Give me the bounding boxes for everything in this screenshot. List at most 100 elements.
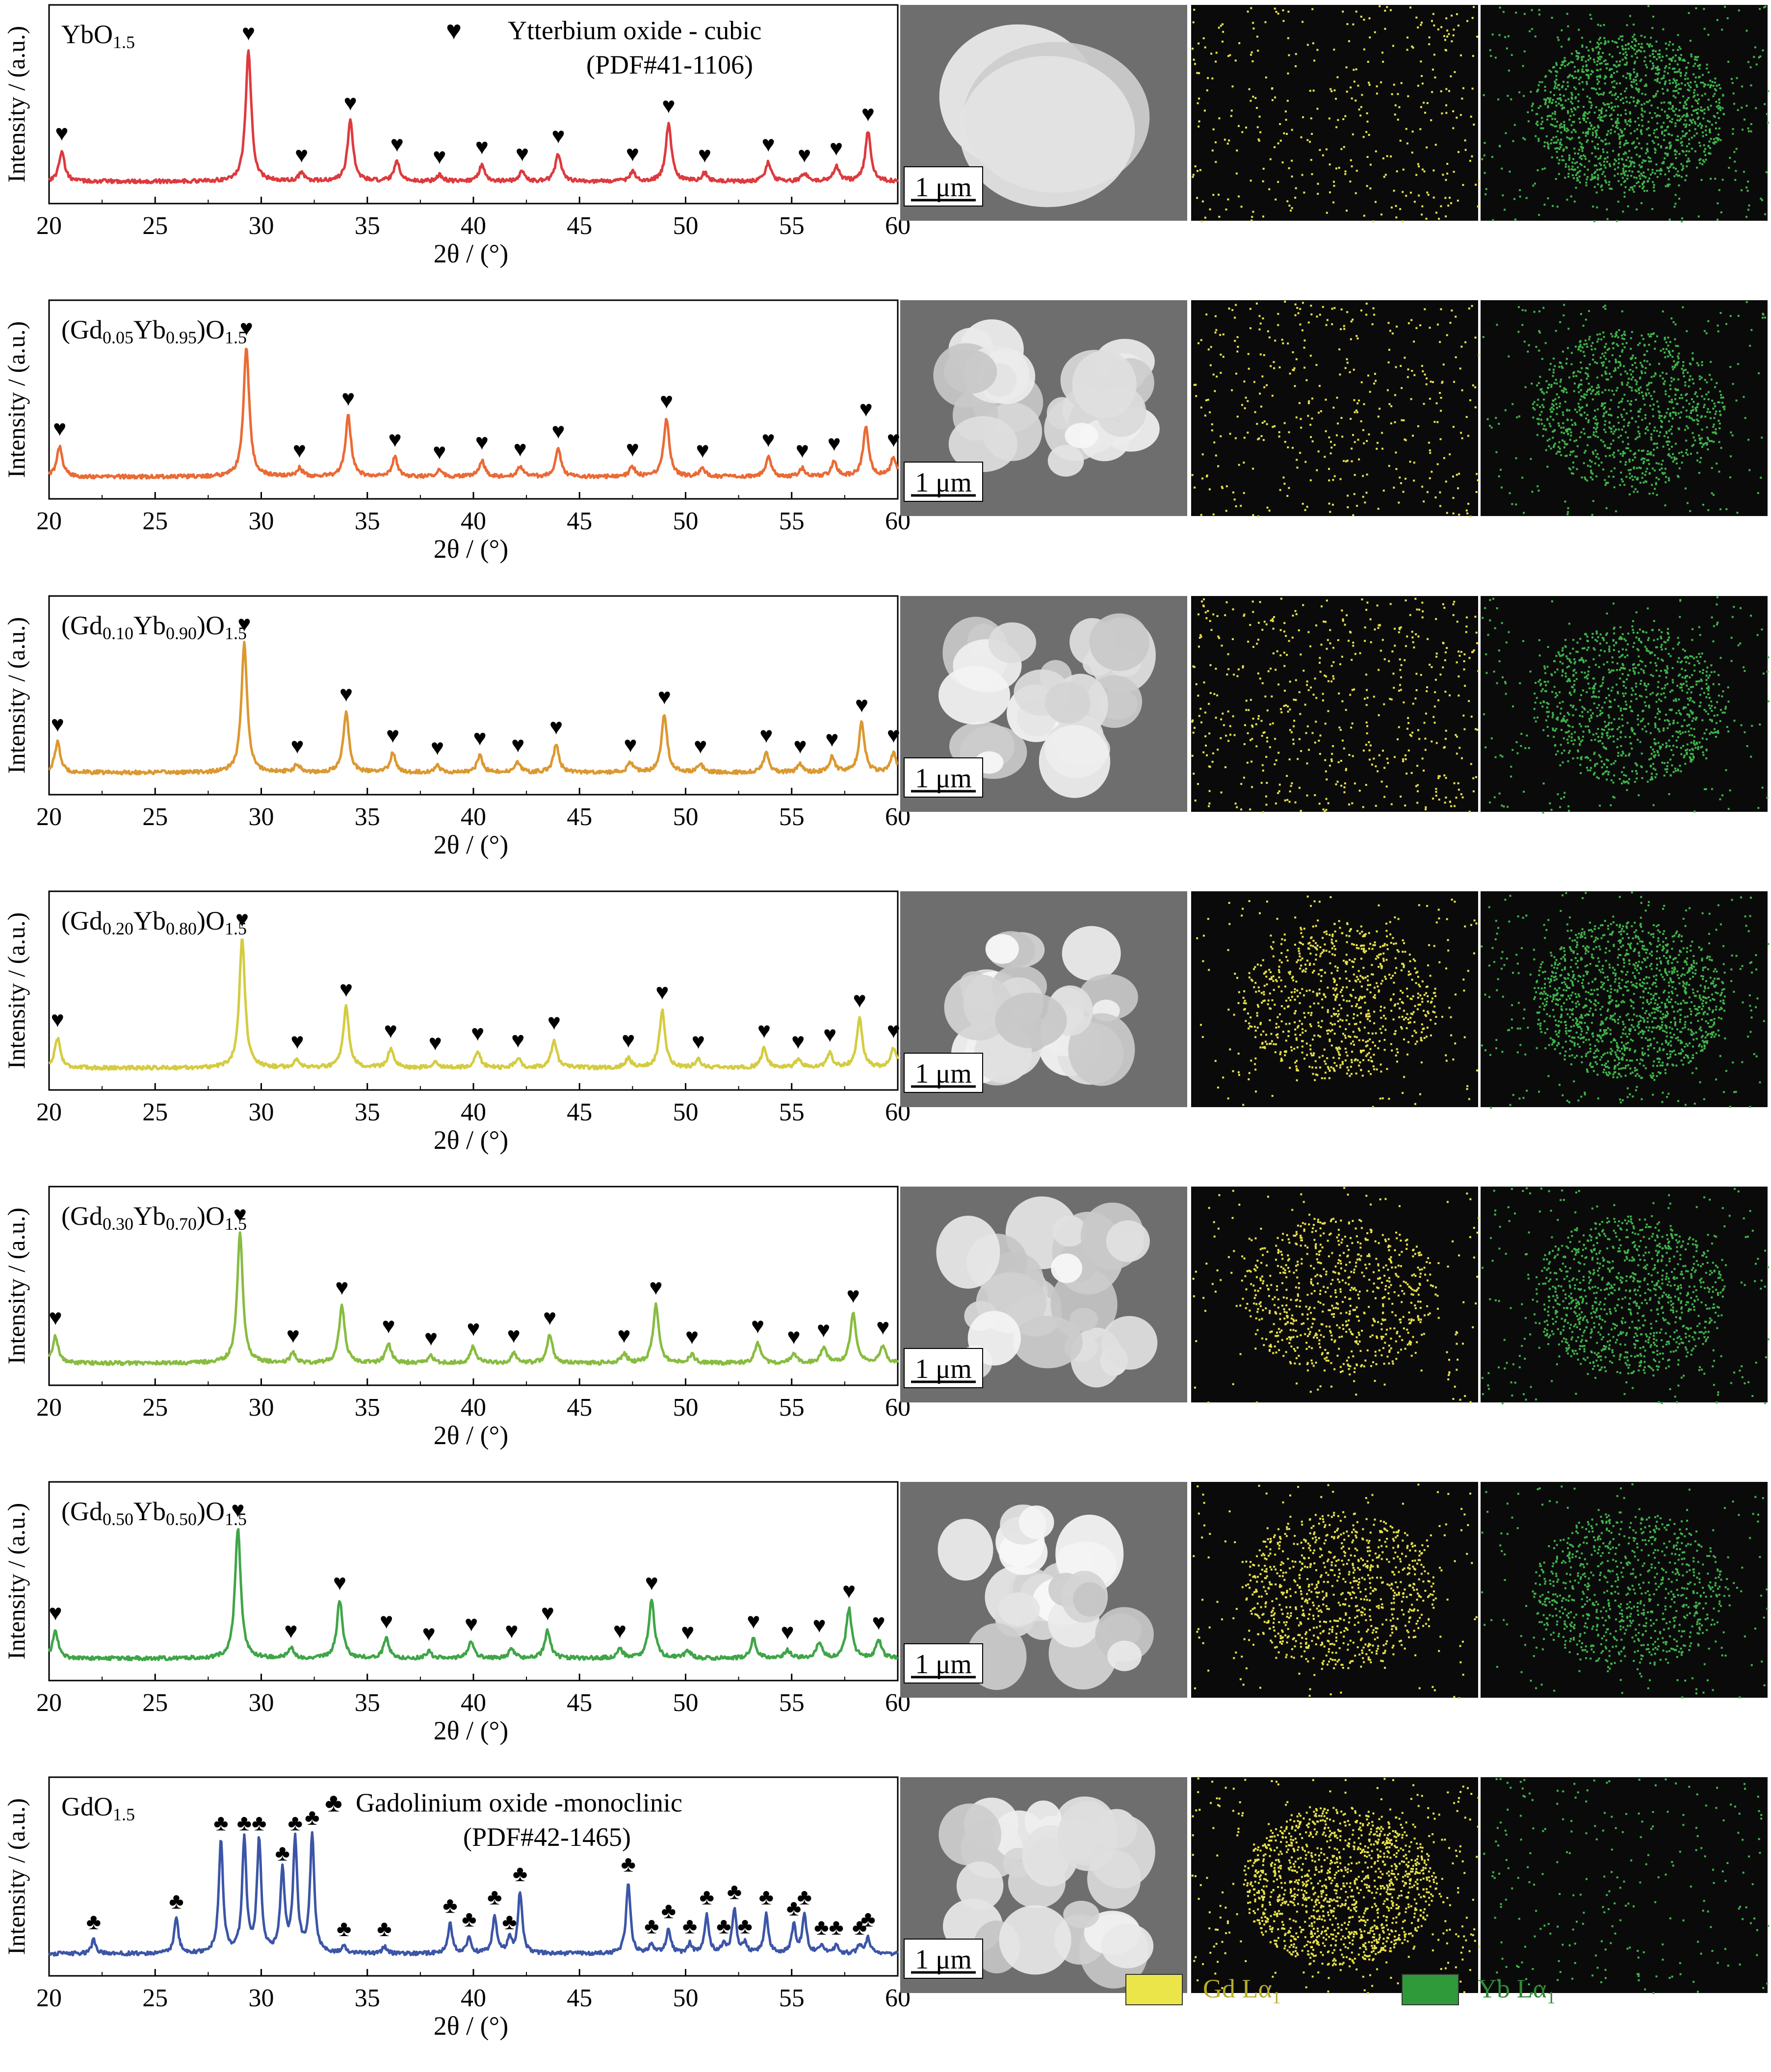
eds-dot xyxy=(1591,176,1593,178)
eds-dot xyxy=(1581,346,1584,349)
eds-dot xyxy=(1368,84,1371,86)
eds-dot xyxy=(1192,719,1194,722)
eds-dot xyxy=(1636,137,1639,140)
eds-dot xyxy=(1198,97,1200,100)
eds-dot xyxy=(1502,11,1505,13)
eds-dot xyxy=(1256,126,1259,129)
eds-dot xyxy=(1593,58,1595,61)
eds-dot xyxy=(1566,13,1568,15)
eds-dot xyxy=(1713,440,1715,443)
eds-dot xyxy=(1747,439,1750,441)
eds-dot xyxy=(1559,124,1561,127)
eds-dot xyxy=(1344,115,1347,117)
gd-eds-map xyxy=(1191,5,1478,221)
eds-dot xyxy=(1521,476,1524,479)
eds-dot xyxy=(1653,390,1655,393)
eds-dot xyxy=(1649,661,1652,664)
eds-dot xyxy=(1611,389,1614,392)
eds-dot xyxy=(1623,681,1625,683)
eds-dot xyxy=(1432,798,1434,800)
eds-dot xyxy=(1297,312,1300,314)
eds-dot xyxy=(1467,503,1470,505)
eds-dot xyxy=(1594,361,1596,363)
sem-particle xyxy=(1044,682,1091,724)
eds-dot xyxy=(1417,635,1420,638)
eds-dot xyxy=(1452,614,1455,616)
eds-dot xyxy=(1574,455,1577,458)
eds-dot xyxy=(1606,160,1608,163)
eds-dot xyxy=(1574,409,1576,411)
eds-dot xyxy=(1544,102,1547,104)
eds-dot xyxy=(1564,99,1567,102)
eds-dot xyxy=(1645,470,1647,473)
eds-dot xyxy=(1581,367,1583,369)
eds-dot xyxy=(1656,400,1659,403)
eds-dot xyxy=(1274,96,1276,99)
eds-dot xyxy=(1632,646,1635,648)
eds-dot xyxy=(1318,803,1321,805)
eds-dot xyxy=(1699,442,1701,444)
eds-dot xyxy=(1240,783,1243,785)
x-tick-label: 35 xyxy=(355,212,380,240)
eds-dot xyxy=(1352,645,1354,647)
eds-dot xyxy=(1646,43,1648,45)
eds-dot xyxy=(1608,646,1611,648)
eds-dot xyxy=(1237,668,1240,671)
eds-dot xyxy=(1600,164,1602,166)
eds-dot xyxy=(1596,426,1598,429)
eds-dot xyxy=(1367,61,1369,63)
eds-dot xyxy=(1421,205,1424,207)
eds-dot xyxy=(1398,627,1401,629)
eds-dot xyxy=(1406,773,1408,775)
eds-dot xyxy=(1540,127,1542,130)
eds-dot xyxy=(1613,762,1615,765)
eds-dot xyxy=(1502,676,1504,678)
eds-dot xyxy=(1537,398,1539,401)
eds-dot xyxy=(1366,185,1368,187)
eds-dot xyxy=(1685,749,1687,751)
eds-dot xyxy=(1578,78,1580,80)
eds-dot xyxy=(1608,421,1611,423)
eds-dot xyxy=(1284,799,1286,802)
eds-dot xyxy=(1294,801,1297,803)
eds-dot xyxy=(1418,165,1420,168)
eds-dot xyxy=(1588,383,1590,385)
eds-dot xyxy=(1405,477,1406,480)
eds-dot xyxy=(1682,369,1685,372)
eds-dot xyxy=(1563,390,1565,392)
eds-dot xyxy=(1615,360,1617,363)
eds-dot xyxy=(1563,432,1565,434)
eds-dot xyxy=(1613,649,1615,651)
eds-dot xyxy=(1494,627,1496,629)
peak-marker: ♥ xyxy=(513,436,526,461)
eds-dot xyxy=(1672,166,1675,169)
eds-dot xyxy=(1596,640,1598,642)
eds-dot xyxy=(1633,176,1636,179)
eds-dot xyxy=(1416,765,1419,767)
eds-dot xyxy=(1263,731,1266,733)
peak-marker: ♥ xyxy=(696,438,709,463)
eds-dot xyxy=(1623,191,1626,194)
eds-dot xyxy=(1576,52,1579,54)
eds-dot xyxy=(1685,154,1687,156)
eds-dot xyxy=(1666,146,1668,149)
eds-dot xyxy=(1523,13,1526,15)
eds-dot xyxy=(1627,142,1629,144)
eds-dot xyxy=(1581,143,1583,145)
eds-dot xyxy=(1624,692,1627,695)
eds-dot xyxy=(1429,664,1431,666)
eds-dot xyxy=(1717,107,1719,110)
eds-dot xyxy=(1258,115,1261,118)
eds-dot xyxy=(1641,458,1643,461)
eds-dot xyxy=(1672,106,1674,108)
eds-dot xyxy=(1633,78,1635,81)
eds-dot xyxy=(1357,439,1359,441)
eds-dot xyxy=(1552,727,1554,730)
eds-dot xyxy=(1723,408,1725,411)
eds-dot xyxy=(1667,89,1669,92)
x-tick-label: 50 xyxy=(673,212,699,240)
peak-marker: ♥ xyxy=(433,439,446,464)
eds-dot xyxy=(1705,738,1708,740)
eds-dot xyxy=(1672,407,1675,410)
eds-dot xyxy=(1701,74,1704,76)
